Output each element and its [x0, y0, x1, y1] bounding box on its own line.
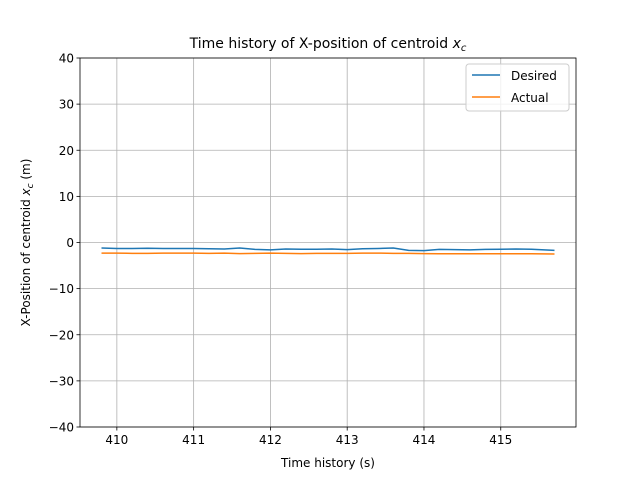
y-axis-label: X-Position of centroid xc (m): [19, 159, 36, 327]
y-axis: −40 −30 −20 −10 0 10 20 30 40: [49, 52, 80, 435]
y-axis-label-main: X-Position of centroid: [19, 195, 33, 326]
chart-title: Time history of X-position of centroid x…: [189, 36, 467, 54]
y-tick-label: −30: [49, 374, 74, 388]
x-tick-label: 414: [413, 433, 436, 447]
legend: Desired Actual: [465, 63, 570, 112]
y-tick-label: 30: [59, 98, 74, 112]
series-line-desired: [101, 247, 555, 252]
chart-title-sub: c: [461, 43, 467, 54]
y-tick-label: 10: [59, 190, 74, 204]
y-axis-label-unit: (m): [19, 159, 33, 184]
y-axis-label-var: x: [19, 187, 33, 196]
chart-title-var: x: [452, 36, 462, 52]
y-tick-label: −20: [49, 328, 74, 342]
legend-label-desired: Desired: [511, 69, 557, 83]
x-tick-label: 413: [336, 433, 359, 447]
chart-title-main: Time history of X-position of centroid: [189, 36, 453, 52]
y-tick-label: 20: [59, 144, 74, 158]
x-tick-label: 412: [259, 433, 282, 447]
series-line-actual: [101, 252, 555, 255]
y-tick-label: −40: [49, 421, 74, 435]
x-axis-label: Time history (s): [280, 456, 375, 470]
x-axis: 410 411 412 413 414 415: [105, 427, 512, 447]
y-tick-label: 40: [59, 52, 74, 66]
y-tick-label: −10: [49, 282, 74, 296]
legend-label-actual: Actual: [511, 91, 549, 105]
y-tick-label: 0: [66, 236, 74, 250]
x-tick-label: 410: [105, 433, 128, 447]
series-layer: [101, 247, 555, 255]
x-tick-label: 415: [489, 433, 512, 447]
y-axis-label-sub: c: [26, 183, 36, 188]
x-tick-label: 411: [182, 433, 205, 447]
